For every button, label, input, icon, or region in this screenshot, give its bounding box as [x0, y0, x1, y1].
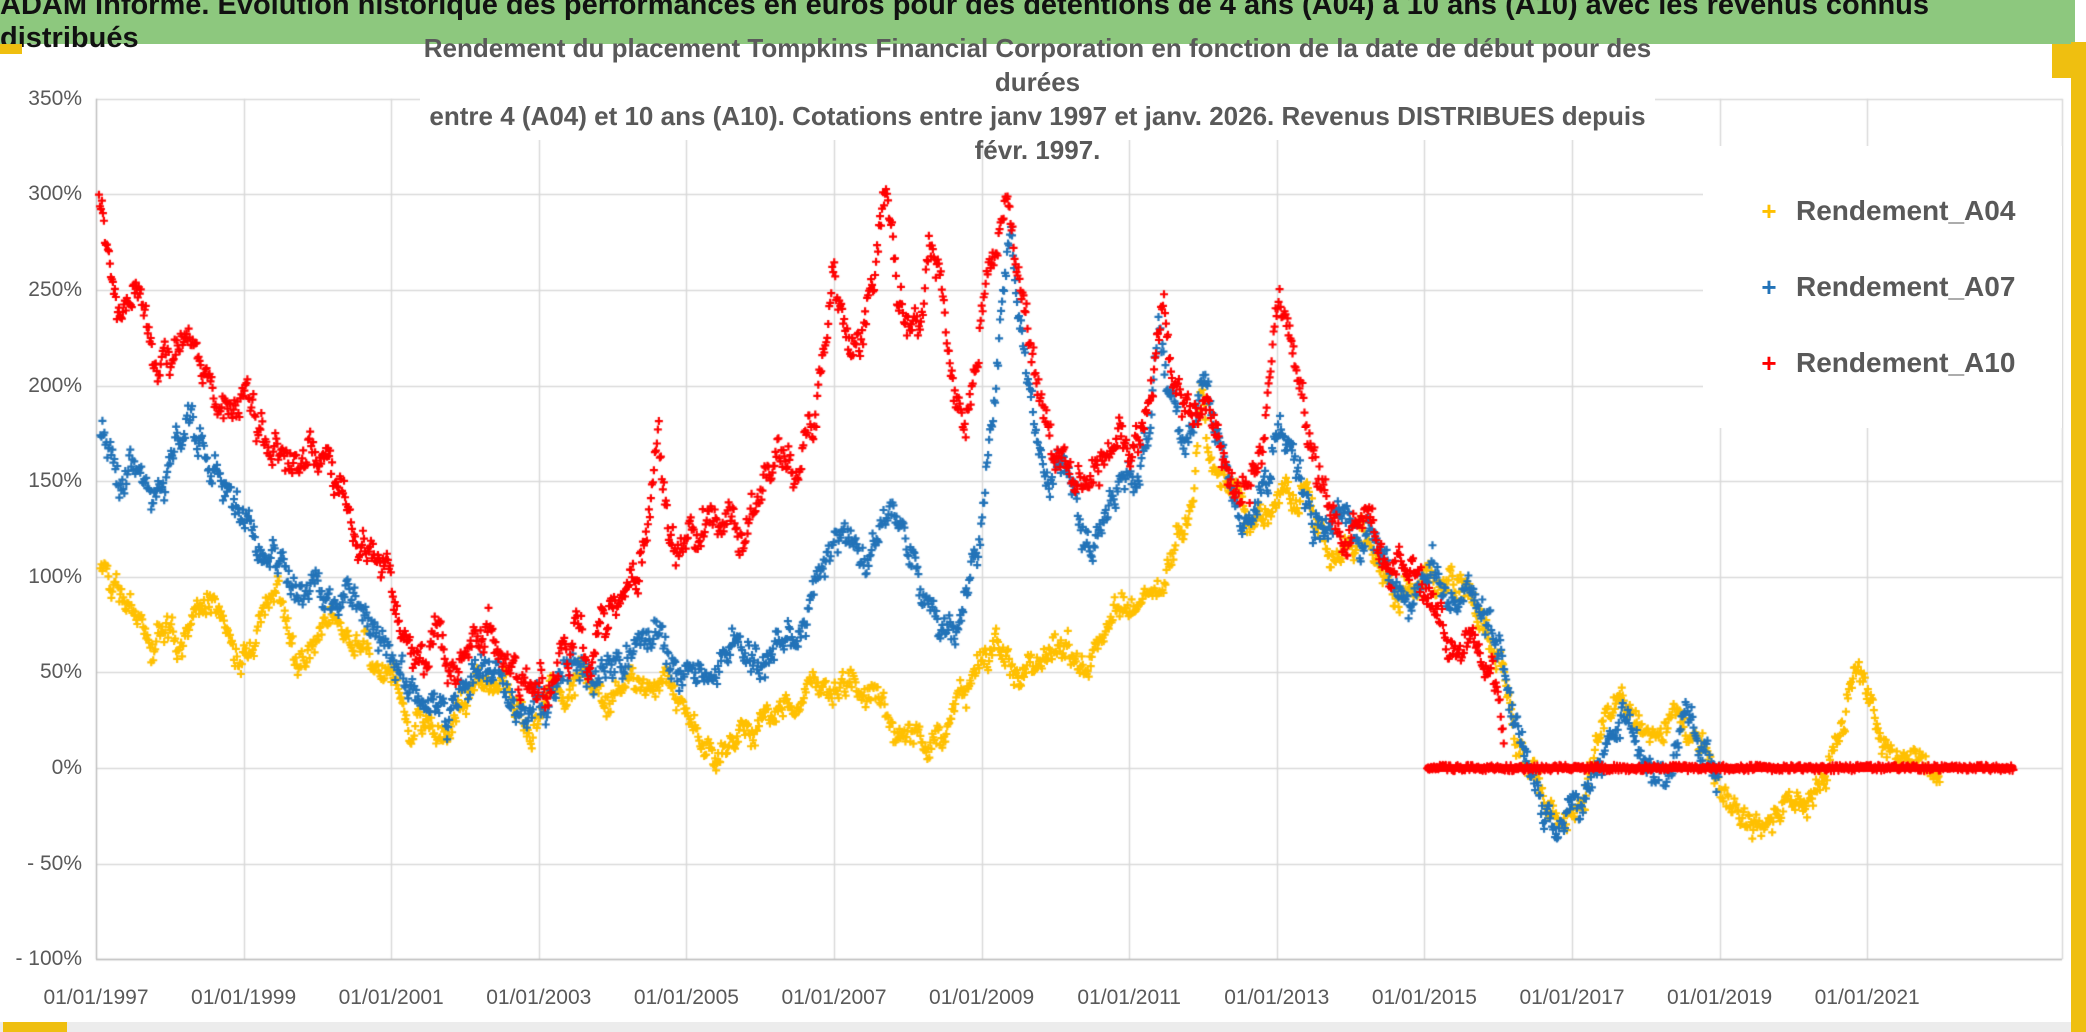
chart-title-line2: entre 4 (A04) et 10 ans (A10). Cotations… — [429, 101, 1646, 165]
x-tick-label: 01/01/2015 — [1371, 986, 1477, 1009]
x-tick-label: 01/01/2007 — [781, 986, 887, 1009]
x-tick-label: 01/01/2017 — [1519, 986, 1625, 1009]
y-tick-label: - 50% — [27, 851, 82, 875]
x-tick-label: 01/01/2019 — [1667, 986, 1773, 1009]
legend-item-rendement_a10[interactable]: + Rendement_A10 — [1758, 347, 2062, 379]
x-tick-label: 01/01/1997 — [43, 986, 149, 1009]
x-tick-label: 01/01/2021 — [1814, 986, 1920, 1009]
y-tick-label: 200% — [28, 373, 82, 397]
y-tick-label: 50% — [39, 660, 82, 684]
legend-item-rendement_a04[interactable]: + Rendement_A04 — [1758, 195, 2062, 227]
chart-title-line1: Rendement du placement Tompkins Financia… — [423, 33, 1652, 97]
y-tick-label: 100% — [28, 564, 82, 588]
x-tick-label: 01/01/2009 — [929, 986, 1035, 1009]
chart-legend: + Rendement_A04 + Rendement_A07 + Rendement_A… — [1703, 146, 2062, 428]
y-tick-label: 300% — [28, 182, 82, 206]
legend-item-rendement_a07[interactable]: + Rendement_A07 — [1758, 271, 2062, 303]
legend-label: Rendement_A07 — [1796, 271, 2016, 302]
y-tick-label: 0% — [51, 756, 82, 779]
x-tick-label: 01/01/2003 — [486, 986, 592, 1009]
x-tick-label: 01/01/2013 — [1224, 986, 1330, 1009]
y-tick-label: 350% — [28, 86, 82, 110]
legend-plus-marker-icon: + — [1761, 271, 1777, 302]
x-tick-label: 01/01/2001 — [338, 986, 444, 1009]
legend-label: Rendement_A10 — [1796, 347, 2016, 378]
x-tick-label: 01/01/1999 — [191, 986, 297, 1009]
y-tick-label: - 100% — [15, 947, 82, 971]
y-tick-label: 150% — [28, 469, 82, 493]
x-tick-label: 01/01/2011 — [1077, 986, 1181, 1009]
legend-label: Rendement_A04 — [1796, 195, 2016, 226]
legend-plus-marker-icon: + — [1761, 347, 1777, 378]
chart-title: Rendement du placement Tompkins Financia… — [420, 33, 1655, 165]
y-tick-label: 250% — [28, 278, 82, 301]
x-tick-label: 01/01/2005 — [633, 986, 739, 1009]
legend-plus-marker-icon: + — [1761, 195, 1777, 226]
